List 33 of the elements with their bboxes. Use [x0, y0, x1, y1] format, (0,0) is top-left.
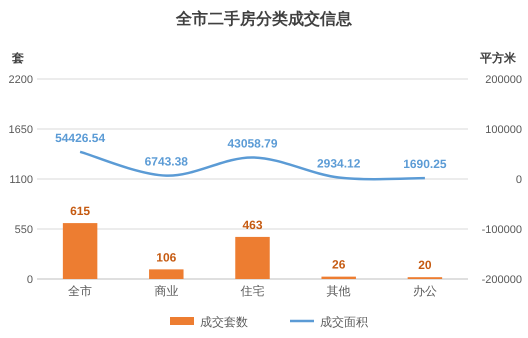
data-label: 463: [242, 218, 263, 232]
data-label: 615: [70, 204, 90, 218]
bar: [235, 236, 270, 279]
data-label: 26: [332, 258, 346, 272]
data-label: 20: [418, 258, 432, 272]
x-tick-label: 住宅: [240, 284, 264, 298]
data-label: 54426.54: [55, 130, 106, 145]
y2-tick-label: 0: [516, 174, 522, 186]
y-axis-title: 套: [11, 51, 24, 65]
data-label: 2934.12: [317, 156, 361, 171]
x-tick-label: 办公: [412, 284, 437, 298]
data-label: 43058.79: [227, 136, 278, 150]
y-tick-label: 550: [14, 224, 33, 236]
y2-axis-title: 平方米: [479, 51, 517, 65]
x-tick-label: 商业: [154, 284, 178, 298]
y-tick-label: 1650: [8, 124, 33, 136]
y2-tick-label: 200000: [485, 74, 522, 86]
data-label: 1690.25: [403, 157, 447, 172]
bar: [149, 269, 184, 279]
y2-tick-label: -100000: [482, 224, 522, 236]
x-tick-label: 全市: [68, 284, 92, 298]
bar: [62, 223, 98, 279]
x-tick-label: 其他: [326, 284, 351, 298]
y-tick-label: 0: [26, 274, 33, 286]
chart-title: 全市二手房分类成交信息: [175, 9, 353, 28]
y-tick-label: 1100: [9, 174, 33, 186]
y2-tick-label: 100000: [485, 124, 522, 136]
legend-label: 成交套数: [200, 315, 248, 329]
y2-tick-label: -200000: [482, 274, 522, 286]
data-label: 6743.38: [144, 154, 188, 169]
y-tick-label: 2200: [8, 74, 33, 86]
data-label: 106: [156, 250, 177, 264]
legend-label: 成交面积: [320, 315, 368, 329]
